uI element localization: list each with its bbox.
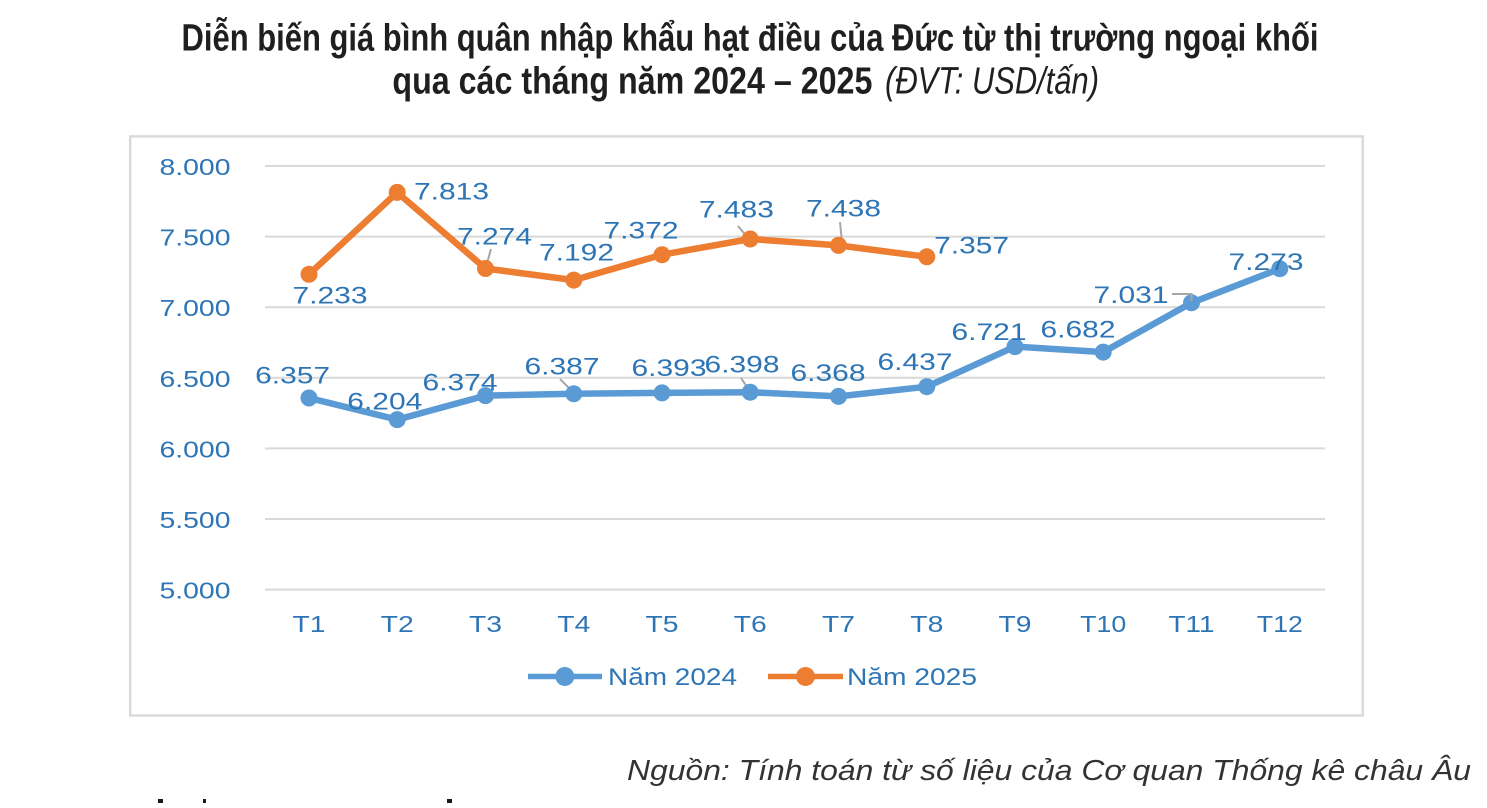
svg-text:7.031: 7.031 (1094, 282, 1169, 309)
svg-text:T3: T3 (469, 611, 502, 637)
svg-text:T10: T10 (1080, 611, 1126, 637)
svg-text:7.813: 7.813 (414, 179, 489, 206)
svg-text:T4: T4 (557, 611, 590, 637)
svg-text:8.000: 8.000 (160, 154, 231, 180)
svg-text:qua các tháng năm 2024 – 2025: qua các tháng năm 2024 – 2025 (392, 61, 872, 103)
svg-text:6.368: 6.368 (791, 360, 866, 387)
svg-text:6.204: 6.204 (347, 389, 422, 416)
svg-text:T2: T2 (381, 611, 414, 637)
svg-text:7.233: 7.233 (293, 283, 368, 310)
svg-text:Năm 2025: Năm 2025 (847, 664, 977, 691)
svg-text:T9: T9 (999, 611, 1032, 637)
svg-text:6.387: 6.387 (525, 354, 600, 381)
svg-text:6.398: 6.398 (705, 352, 780, 379)
svg-text:T7: T7 (822, 611, 855, 637)
svg-text:6.500: 6.500 (160, 366, 231, 392)
svg-text:T12: T12 (1257, 611, 1303, 637)
svg-text:T6: T6 (734, 611, 767, 637)
svg-text:6.357: 6.357 (255, 363, 330, 390)
svg-text:6.437: 6.437 (878, 349, 953, 376)
svg-text:T5: T5 (646, 611, 679, 637)
svg-text:6.393: 6.393 (632, 355, 707, 382)
svg-text:7.438: 7.438 (806, 196, 881, 223)
svg-text:6.374: 6.374 (423, 370, 498, 397)
svg-text:T11: T11 (1169, 611, 1215, 637)
svg-text:5.000: 5.000 (160, 578, 231, 604)
svg-text:7.372: 7.372 (604, 217, 679, 244)
svg-text:6.721: 6.721 (952, 319, 1027, 346)
svg-text:Năm 2024: Năm 2024 (608, 664, 737, 691)
svg-text:7.274: 7.274 (457, 224, 532, 251)
svg-text:T8: T8 (910, 611, 943, 637)
svg-text:7.192: 7.192 (539, 240, 614, 267)
svg-text:7.500: 7.500 (160, 225, 231, 251)
svg-text:6.682: 6.682 (1041, 317, 1116, 344)
svg-text:7.000: 7.000 (160, 295, 231, 321)
svg-text:Nguồn: Tính toán từ số liệu củ: Nguồn: Tính toán từ số liệu của Cơ quan … (627, 754, 1471, 787)
svg-text:7.483: 7.483 (699, 197, 774, 224)
svg-text:5.500: 5.500 (160, 507, 231, 533)
svg-text:7.357: 7.357 (934, 232, 1009, 259)
svg-text:Diễn biến giá bình quân nhập k: Diễn biến giá bình quân nhập khẩu hạt đi… (182, 16, 1319, 60)
svg-text:7.273: 7.273 (1229, 249, 1304, 276)
svg-text:6.000: 6.000 (160, 436, 231, 462)
svg-text:(ĐVT: USD/tấn): (ĐVT: USD/tấn) (885, 61, 1099, 103)
svg-text:T1: T1 (293, 611, 326, 637)
